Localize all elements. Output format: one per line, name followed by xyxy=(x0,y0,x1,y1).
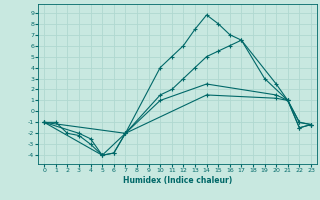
X-axis label: Humidex (Indice chaleur): Humidex (Indice chaleur) xyxy=(123,176,232,185)
